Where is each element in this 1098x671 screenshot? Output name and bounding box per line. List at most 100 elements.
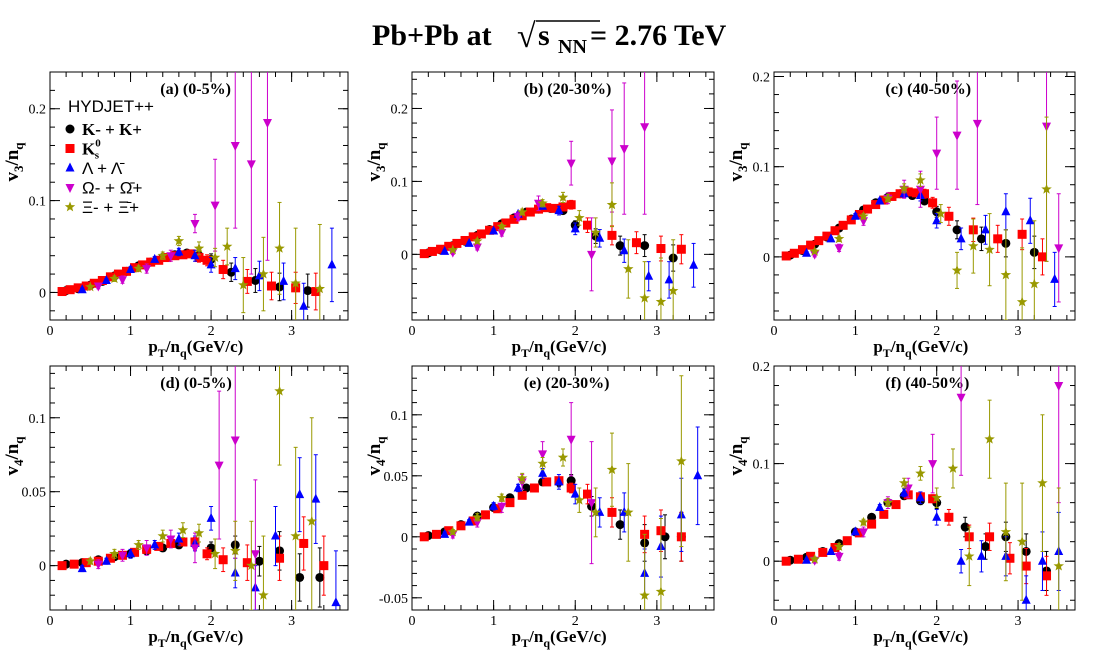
data-point-xi [947, 463, 959, 473]
data-point-lambda [826, 545, 836, 555]
data-point-lambda [570, 488, 580, 498]
y-axis-title: v4/nq [2, 436, 26, 476]
data-point-k0s [928, 198, 938, 208]
series-k0s [419, 199, 686, 265]
y-tick-label: 0.1 [29, 195, 47, 210]
data-point-lambda [279, 275, 289, 285]
data-point-k0s [854, 209, 864, 219]
data-point-k0s [944, 512, 954, 522]
data-point-kaon [303, 286, 313, 296]
data-point-omega [93, 560, 103, 570]
data-point-k0s [838, 220, 848, 230]
data-point-lambda [190, 250, 200, 260]
data-point-xi [209, 548, 221, 559]
data-point-k0s [419, 249, 429, 259]
x-tick-label: 3 [653, 324, 660, 339]
data-point-kaon [952, 225, 962, 235]
data-point-k0s [509, 214, 519, 224]
data-point-k0s [319, 561, 329, 571]
data-point-k0s [879, 195, 889, 205]
x-tick-label: 1 [127, 324, 134, 339]
data-point-k0s [452, 238, 462, 248]
data-point-lambda [932, 511, 942, 521]
data-point-xi [574, 212, 585, 223]
data-point-lambda [802, 554, 812, 564]
data-point-xi [230, 545, 241, 556]
data-point-xi [1000, 269, 1012, 280]
data-point-omega [538, 450, 548, 460]
data-point-xi [496, 492, 507, 503]
data-point-omega [472, 243, 482, 253]
data-point-xi [517, 206, 528, 217]
y-tick-label: 0 [401, 248, 408, 263]
legend-label-xi: Ξ- + Ξ̄+ [82, 198, 139, 217]
series-xi [85, 201, 325, 320]
data-point-k0s [846, 215, 856, 225]
panel-title: (b) (20-30%) [524, 81, 612, 98]
data-point-xi [193, 242, 205, 253]
series-xi [447, 182, 679, 320]
data-point-lambda [664, 274, 674, 284]
data-point-lambda [899, 487, 909, 497]
data-point-k0s [105, 272, 115, 282]
y-tick-label: 0.1 [391, 409, 409, 424]
plot-frame [411, 365, 715, 611]
data-point-kaon [566, 476, 576, 486]
series-xi [809, 116, 1052, 320]
panel-2: 0 1 2 3 0 0.1 0.2 pT/nq(GeV/c) v3/nq (b) (20-30%) [364, 71, 715, 360]
data-point-xi [858, 210, 869, 221]
title-tail: = 2.76 TeV [590, 19, 727, 52]
series-k0s [781, 187, 1047, 276]
data-point-omega [587, 499, 597, 509]
data-point-k0s [311, 287, 321, 297]
series-kaon [423, 474, 686, 562]
series-xi [85, 366, 317, 610]
series-omega [93, 72, 272, 292]
data-point-xi [290, 277, 301, 288]
data-point-omega [1054, 244, 1064, 254]
x-tick-label: 2 [208, 324, 215, 339]
data-point-k0s [138, 260, 148, 270]
data-point-xi [133, 539, 144, 550]
data-point-k0s [130, 547, 140, 557]
data-point-xi [447, 244, 458, 255]
x-tick-label: 3 [288, 614, 295, 629]
data-point-k0s [162, 253, 172, 263]
y-tick-label: 0.2 [391, 102, 409, 117]
data-point-k0s [854, 528, 864, 538]
data-point-k0s [242, 558, 252, 568]
data-point-lambda [538, 467, 548, 477]
data-point-omega [972, 119, 982, 129]
data-point-omega [640, 123, 650, 133]
y-tick-label: 0.2 [753, 71, 771, 86]
data-point-xi [882, 497, 894, 508]
data-point-lambda [1037, 555, 1047, 565]
data-point-lambda [981, 224, 991, 234]
data-point-omega [190, 544, 200, 554]
data-point-k0s [218, 555, 228, 565]
data-point-k0s [676, 244, 686, 254]
data-point-k0s [781, 556, 791, 566]
series-k0s [419, 476, 686, 562]
data-point-omega [834, 244, 844, 254]
data-point-xi [246, 560, 257, 571]
data-point-k0s [57, 561, 67, 571]
data-point-xi [258, 268, 269, 279]
main-title: Pb+Pb at √ s NN = 2.76 TeV [0, 8, 1098, 58]
data-point-lambda [976, 550, 986, 560]
x-tick-label: 2 [933, 324, 940, 339]
data-point-lambda [644, 270, 654, 280]
data-point-xi [1037, 477, 1048, 488]
data-point-k0s [218, 264, 228, 274]
data-point-omega [166, 252, 176, 262]
data-point-xi [606, 199, 618, 210]
legend-generator: HYDJET++ [68, 97, 154, 116]
data-point-xi [157, 250, 168, 261]
x-axis-title: pT/nq(GeV/c) [512, 627, 607, 650]
data-point-k0s [57, 287, 67, 297]
y-axis-title: v4/nq [726, 436, 750, 476]
data-point-omega [117, 551, 127, 561]
data-point-k0s [476, 229, 486, 239]
data-point-omega [903, 484, 913, 494]
